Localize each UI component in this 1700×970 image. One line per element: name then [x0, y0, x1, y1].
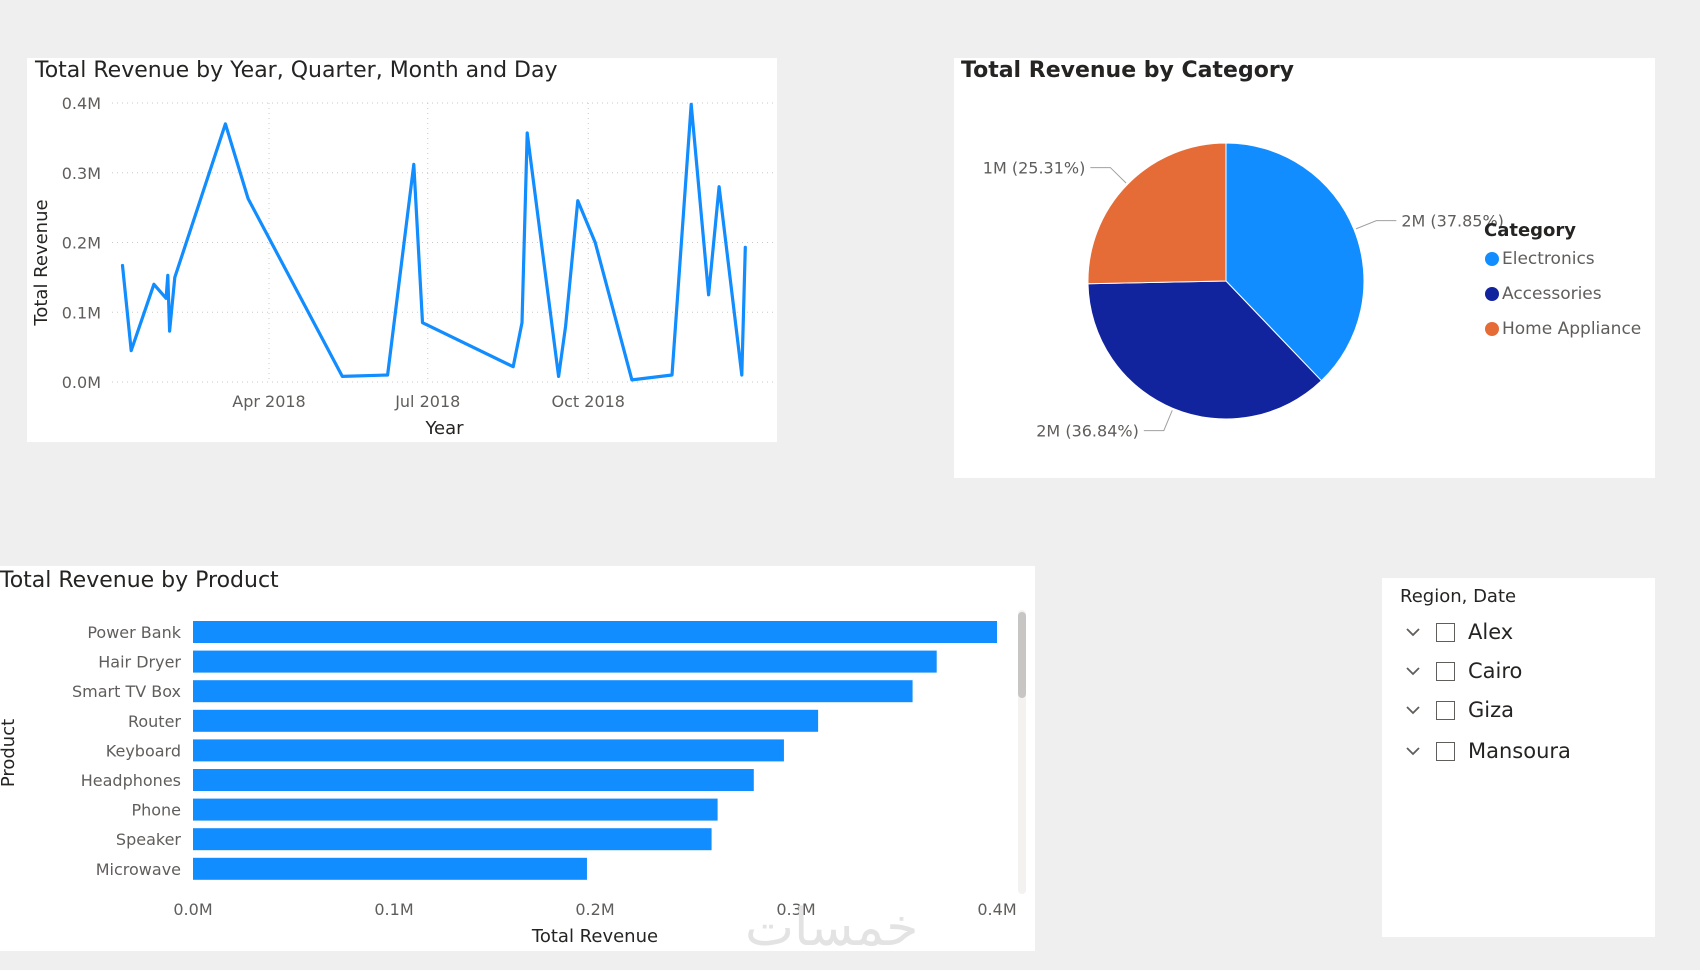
x-axis-title: Total Revenue [531, 926, 658, 947]
x-axis-title: Year [424, 418, 464, 439]
pie-chart-title: Total Revenue by Category [961, 58, 1295, 83]
legend-label-accessories: Accessories [1502, 284, 1602, 304]
slicer-item-alex[interactable]: Alex [1402, 617, 1513, 647]
y-category-label: Hair Dryer [98, 653, 181, 672]
x-tick-label: 0.1M [374, 900, 413, 919]
slicer-label-mansoura: Mansoura [1468, 739, 1571, 763]
legend-item-home-appliance[interactable]: Home Appliance [1485, 319, 1641, 339]
region-date-slicer[interactable]: Region, Date Alex Cairo Giza Mansoura [1382, 578, 1655, 937]
bar-chart-scrollbar-thumb[interactable] [1018, 612, 1026, 698]
x-tick-label: 0.4M [977, 900, 1016, 919]
y-category-label: Keyboard [106, 741, 181, 760]
bar-keyboard [193, 739, 784, 762]
legend-marker-accessories [1485, 287, 1499, 301]
x-tick-label: Apr 2018 [232, 392, 305, 411]
y-axis-title: Total Revenue [31, 199, 52, 326]
revenue-series-line [120, 102, 747, 382]
bar-chart-svg: Power Bank Hair Dryer Smart TV Box Router Ke… [0, 621, 1017, 947]
slicer-label-giza: Giza [1468, 698, 1514, 722]
pie-leader-line [1143, 410, 1173, 432]
legend-label-electronics: Electronics [1502, 249, 1595, 269]
chevron-down-icon[interactable] [1402, 740, 1424, 762]
x-tick-label: 0.2M [575, 900, 614, 919]
slicer-checkbox-mansoura[interactable] [1436, 741, 1455, 761]
legend-item-electronics[interactable]: Electronics [1485, 249, 1595, 269]
bar-microwave [193, 857, 587, 880]
chevron-down-icon[interactable] [1402, 621, 1424, 643]
y-tick-label: 0.0M [62, 373, 101, 392]
y-category-label: Phone [131, 801, 181, 820]
pie-data-label-home-appliance: 1M (25.31%) [983, 159, 1086, 178]
slicer-checkbox-giza[interactable] [1436, 700, 1455, 720]
bar-chart-title: Total Revenue by Product [0, 568, 279, 593]
bar-router [193, 709, 819, 732]
bar-speaker [193, 828, 712, 851]
legend-marker-home-appliance [1485, 322, 1499, 336]
watermark-logo: خمسات [745, 898, 919, 958]
bar-power-bank [193, 621, 997, 643]
slicer-item-cairo[interactable]: Cairo [1402, 656, 1522, 686]
y-category-label: Speaker [116, 830, 182, 849]
legend-label-home-appliance: Home Appliance [1502, 319, 1642, 339]
slicer-item-giza[interactable]: Giza [1402, 695, 1514, 725]
pie-slice-accessories [1087, 280, 1323, 420]
y-category-label: Smart TV Box [72, 682, 181, 701]
slicer-label-alex: Alex [1468, 620, 1514, 644]
y-tick-label: 0.2M [62, 234, 101, 253]
bar-hair-dryer [193, 650, 937, 673]
y-tick-label: 0.1M [62, 303, 101, 322]
pie-leader-line [1090, 167, 1127, 184]
pie-chart-svg: 2M (37.85%) 2M (36.84%) 1M (25.31%) [983, 142, 1504, 441]
slicer-title: Region, Date [1400, 586, 1517, 607]
slicer-label-cairo: Cairo [1468, 659, 1523, 683]
pie-data-label-accessories: 2M (36.84%) [1036, 422, 1139, 441]
slicer-checkbox-cairo[interactable] [1436, 661, 1455, 681]
pie-chart-visual[interactable]: Total Revenue by Category 2M (37.85%) 2M … [954, 58, 1655, 478]
legend-marker-electronics [1485, 252, 1499, 266]
chevron-down-icon[interactable] [1402, 699, 1424, 721]
slicer-item-mansoura[interactable]: Mansoura [1402, 736, 1571, 766]
y-tick-label: 0.4M [62, 94, 101, 113]
y-category-label: Router [128, 712, 181, 731]
line-chart-title: Total Revenue by Year, Quarter, Month an… [35, 58, 558, 83]
x-tick-label: Oct 2018 [552, 392, 625, 411]
pie-legend-title: Category [1484, 220, 1577, 241]
legend-item-accessories[interactable]: Accessories [1485, 284, 1602, 304]
pie-slice-electronics [1225, 142, 1365, 382]
x-tick-label: 0.0M [173, 900, 212, 919]
bar-chart-visual[interactable]: Total Revenue by Product Power Bank Hair … [0, 566, 1035, 951]
y-category-label: Power Bank [87, 623, 181, 642]
y-axis-title: Product [0, 719, 19, 787]
chevron-down-icon[interactable] [1402, 660, 1424, 682]
line-chart-visual[interactable]: Total Revenue by Year, Quarter, Month an… [27, 58, 777, 442]
pie-leader-line [1355, 220, 1397, 230]
bar-smart-tv-box [193, 680, 913, 703]
pie-slice-home-appliance [1087, 142, 1227, 285]
slicer-checkbox-alex[interactable] [1436, 622, 1455, 642]
y-tick-label: 0.3M [62, 164, 101, 183]
bar-chart-scrollbar-track[interactable] [1018, 610, 1026, 894]
y-category-label: Microwave [96, 860, 181, 879]
pie-data-label-electronics: 2M (37.85%) [1401, 212, 1504, 231]
bar-headphones [193, 769, 754, 791]
x-tick-label: 0.3M [776, 900, 815, 919]
x-tick-label: Jul 2018 [394, 392, 460, 411]
y-category-label: Headphones [81, 771, 181, 790]
line-chart-svg: 0.0M 0.1M 0.2M 0.3M 0.4M Apr 2018 Jul 2018 Oct … [31, 94, 774, 439]
bar-phone [193, 798, 718, 821]
